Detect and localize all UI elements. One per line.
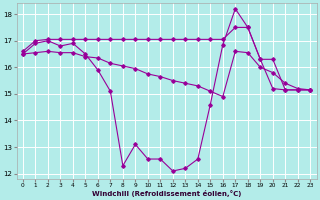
X-axis label: Windchill (Refroidissement éolien,°C): Windchill (Refroidissement éolien,°C)	[92, 190, 241, 197]
